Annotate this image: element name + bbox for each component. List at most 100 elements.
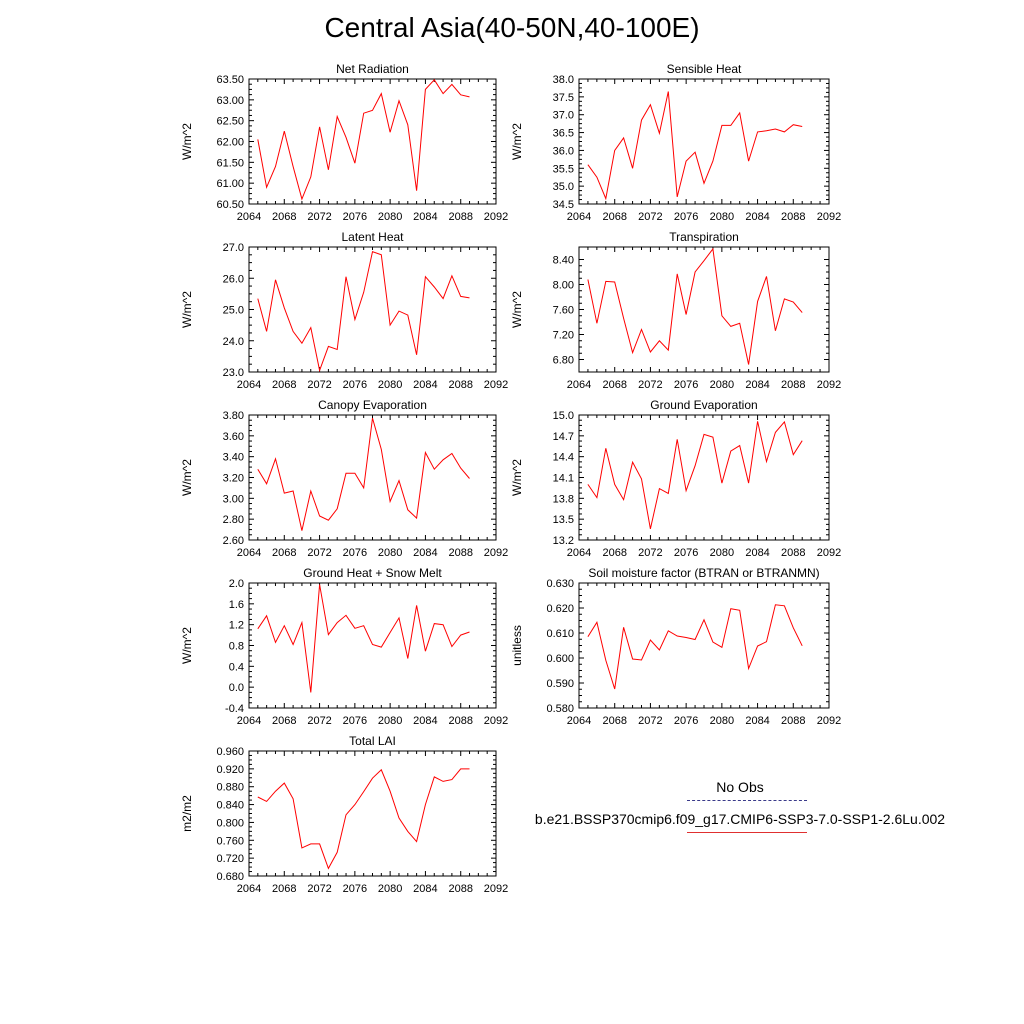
y-tick-label: 36.5 (553, 128, 574, 140)
panel-title: Transpiration (669, 230, 739, 244)
x-tick-label: 2092 (484, 379, 508, 391)
x-tick-label: 2076 (343, 379, 367, 391)
y-tick-label: 8.00 (553, 280, 574, 292)
x-tick-label: 2068 (602, 379, 626, 391)
y-tick-label: 37.5 (553, 92, 574, 104)
x-tick-label: 2080 (378, 379, 402, 391)
x-tick-label: 2072 (307, 211, 331, 223)
y-axis-label: W/m^2 (180, 459, 194, 496)
y-tick-label: 0.760 (216, 835, 244, 847)
y-tick-label: 38.0 (553, 74, 574, 86)
x-tick-label: 2092 (817, 715, 841, 727)
x-tick-label: 2084 (413, 715, 437, 727)
y-tick-label: 7.20 (553, 330, 574, 342)
y-tick-label: 0.590 (546, 678, 574, 690)
x-tick-label: 2064 (237, 211, 261, 223)
y-tick-label: -0.4 (225, 703, 244, 715)
x-tick-label: 2080 (378, 883, 402, 895)
x-tick-label: 2080 (378, 715, 402, 727)
plot-frame (578, 414, 830, 541)
legend-obs-dash-line (687, 800, 807, 801)
x-tick-label: 2072 (638, 211, 662, 223)
panel-2: Sensible Heat W/m^2 2064 2068 2072 2076 2080 20… (510, 62, 841, 223)
x-tick-label: 2088 (448, 883, 472, 895)
x-tick-label: 2072 (638, 547, 662, 559)
x-tick-label: 2064 (567, 547, 591, 559)
panel-6: Ground Evaporation W/m^2 2064 2068 2072 2076 2… (510, 398, 841, 559)
x-tick-label: 2072 (307, 379, 331, 391)
plot-frame (248, 414, 497, 541)
y-tick-label: 0.880 (216, 782, 244, 794)
x-tick-label: 2080 (378, 211, 402, 223)
x-tick-label: 2092 (484, 547, 508, 559)
y-axis-label: W/m^2 (510, 459, 524, 496)
y-tick-label: 35.5 (553, 163, 574, 175)
y-axis-label: W/m^2 (510, 291, 524, 328)
y-tick-label: 3.80 (223, 410, 244, 422)
y-tick-label: 61.50 (216, 157, 244, 169)
plot-frame (578, 246, 830, 373)
x-tick-label: 2064 (567, 715, 591, 727)
y-tick-label: 0.630 (546, 578, 574, 590)
series-line (587, 247, 803, 365)
y-tick-label: 15.0 (553, 410, 574, 422)
x-tick-label: 2088 (781, 715, 805, 727)
x-tick-label: 2088 (781, 379, 805, 391)
panel-7: Ground Heat + Snow Melt W/m^2 2064 2068 2072… (180, 566, 508, 727)
y-tick-label: 26.0 (223, 273, 244, 285)
series-line (587, 420, 803, 530)
legend-obs-label: No Obs (716, 779, 764, 795)
series-line (257, 251, 470, 373)
y-tick-label: 0.0 (229, 682, 244, 694)
x-tick-label: 2072 (307, 883, 331, 895)
y-axis-label: W/m^2 (180, 123, 194, 160)
panel-title: Latent Heat (341, 230, 404, 244)
y-tick-label: 3.00 (223, 493, 244, 505)
x-tick-label: 2068 (272, 715, 296, 727)
x-tick-label: 2064 (237, 883, 261, 895)
panel-3: Latent Heat W/m^2 2064 2068 2072 2076 2080 2084… (180, 230, 508, 391)
x-tick-label: 2088 (448, 547, 472, 559)
x-tick-label: 2064 (237, 379, 261, 391)
x-tick-label: 2076 (343, 547, 367, 559)
legend-obs-line-box (520, 796, 960, 806)
x-tick-label: 2084 (413, 547, 437, 559)
y-tick-label: 63.00 (216, 95, 244, 107)
y-axis-label: W/m^2 (510, 123, 524, 160)
panel-title: Sensible Heat (667, 62, 742, 76)
x-tick-label: 2084 (745, 379, 769, 391)
panel-title: Ground Heat + Snow Melt (303, 566, 442, 580)
plot-frame (248, 582, 497, 709)
y-tick-label: 0.600 (546, 653, 574, 665)
panel-title: Total LAI (349, 734, 396, 748)
plot-frame (578, 582, 830, 709)
x-tick-label: 2084 (745, 715, 769, 727)
x-tick-label: 2088 (448, 379, 472, 391)
y-tick-label: 3.60 (223, 431, 244, 443)
series-line (257, 417, 470, 531)
y-tick-label: 13.5 (553, 514, 574, 526)
y-tick-label: 61.00 (216, 178, 244, 190)
panel-title: Net Radiation (336, 62, 409, 76)
x-tick-label: 2092 (817, 379, 841, 391)
y-tick-label: 0.4 (229, 661, 244, 673)
x-tick-label: 2092 (484, 715, 508, 727)
y-tick-label: 1.6 (229, 599, 244, 611)
x-tick-label: 2068 (272, 883, 296, 895)
x-tick-label: 2076 (674, 547, 698, 559)
x-tick-label: 2076 (343, 211, 367, 223)
x-tick-label: 2076 (343, 715, 367, 727)
y-tick-label: 37.0 (553, 110, 574, 122)
x-tick-label: 2080 (710, 379, 734, 391)
series-line (257, 768, 470, 870)
x-tick-label: 2068 (272, 547, 296, 559)
x-tick-label: 2088 (448, 211, 472, 223)
x-tick-label: 2092 (817, 211, 841, 223)
x-tick-label: 2080 (710, 715, 734, 727)
y-tick-label: 62.50 (216, 116, 244, 128)
y-tick-label: 35.0 (553, 181, 574, 193)
y-tick-label: 36.0 (553, 145, 574, 157)
y-tick-label: 6.80 (553, 355, 574, 367)
panel-4: Transpiration W/m^2 2064 2068 2072 2076 2080 20… (510, 230, 841, 391)
x-tick-label: 2084 (745, 211, 769, 223)
